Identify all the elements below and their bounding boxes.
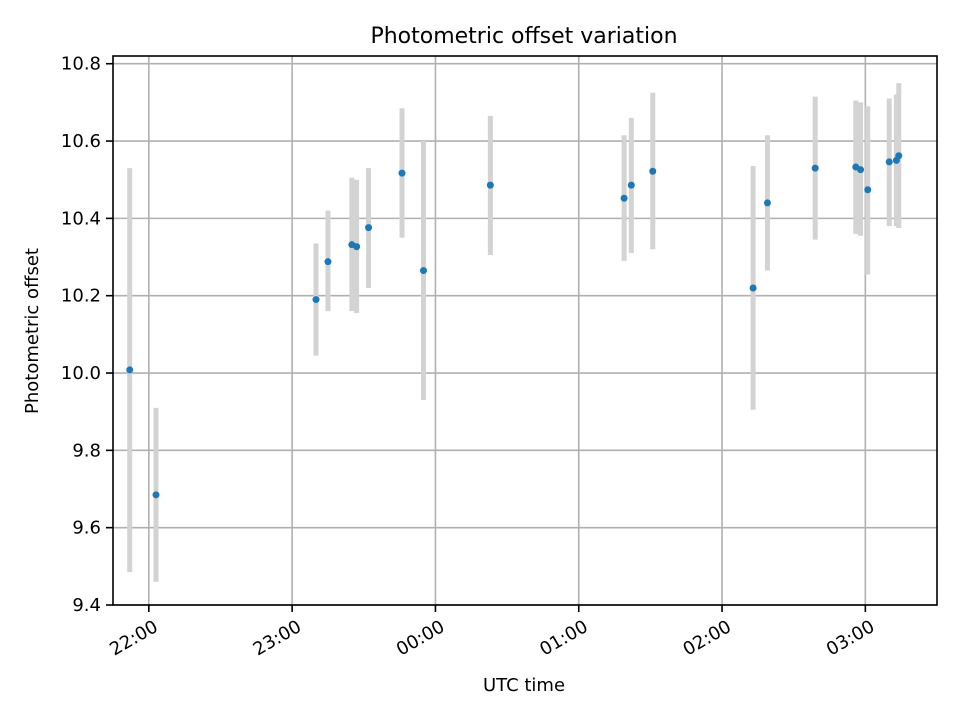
errorbar-layer [127,83,902,582]
y-tick-label: 9.6 [72,518,101,539]
y-axis-ticks: 9.4 9.6 9.8 10.0 10.2 10.4 10.6 10.8 [61,54,113,616]
x-tick-label: 03:00 [823,616,878,660]
x-tick-label: 23:00 [250,616,305,660]
y-tick-label: 10.0 [61,363,101,384]
plot-frame [112,55,938,606]
data-point [864,186,872,194]
data-point [649,167,657,175]
x-axis-ticks: 22:00 23:00 00:00 01:00 02:00 03:00 [106,605,878,660]
y-tick-label: 10.4 [61,208,101,229]
data-point [486,181,494,189]
y-tick-label: 10.6 [61,131,101,152]
chart-title: Photometric offset variation [370,24,677,49]
data-point [627,181,635,189]
data-point [811,164,819,172]
y-tick-label: 9.4 [72,595,101,616]
y-tick-label: 9.8 [72,440,101,461]
point-layer [126,152,903,499]
data-point [398,169,406,177]
data-point [857,166,865,174]
data-point [353,243,361,251]
data-point [620,194,628,202]
y-axis-label: Photometric offset [22,248,43,414]
x-tick-label: 01:00 [536,616,591,660]
data-point [152,491,160,499]
x-tick-label: 02:00 [680,616,735,660]
data-point [749,284,757,292]
x-axis-label: UTC time [483,675,565,696]
data-point [885,158,893,166]
y-tick-label: 10.2 [61,286,101,307]
data-point [312,296,320,304]
data-point [365,224,373,232]
data-point [419,267,427,275]
y-tick-label: 10.8 [61,54,101,75]
data-point [895,152,903,160]
x-tick-label: 00:00 [393,616,448,660]
data-point [126,366,134,374]
data-point [324,258,332,266]
data-point [763,199,771,207]
x-tick-label: 22:00 [106,616,161,660]
